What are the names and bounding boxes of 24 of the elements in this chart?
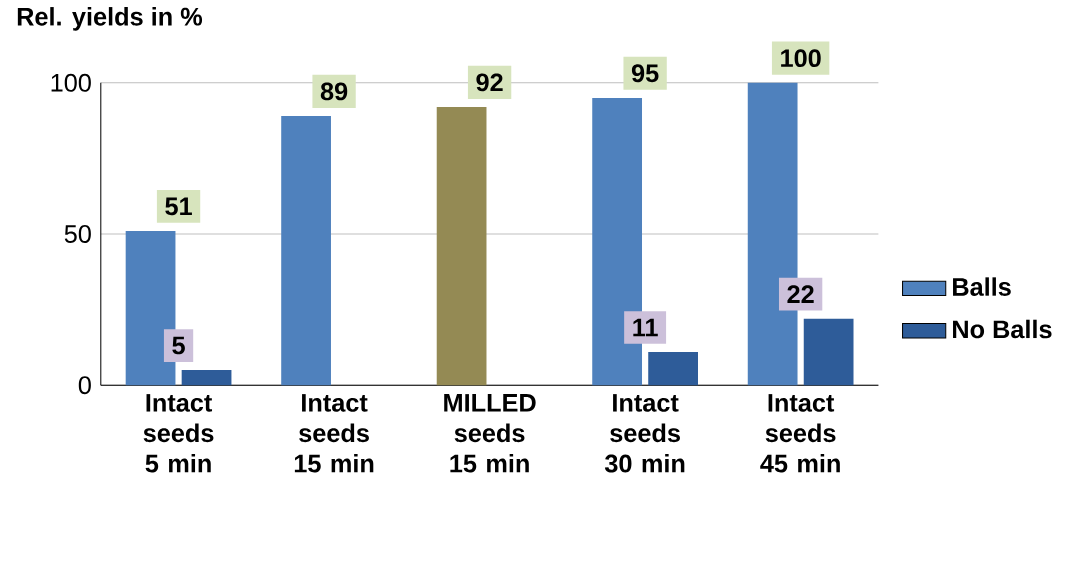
data-label: 22 bbox=[787, 285, 814, 303]
data-label: 51 bbox=[165, 197, 192, 216]
bar bbox=[436, 106, 487, 386]
data-label: 100 bbox=[781, 49, 821, 67]
data-label: 5 bbox=[172, 336, 185, 355]
x-tick-label: Intact seeds 45 min bbox=[760, 394, 840, 473]
legend-label: No Balls bbox=[953, 319, 1052, 339]
x-tick-label: Intact seeds 5 min bbox=[143, 394, 214, 473]
bar bbox=[803, 318, 854, 386]
bar bbox=[648, 351, 698, 386]
x-tick-label: MILLED seeds 15 min bbox=[444, 394, 536, 473]
y-tick-label: 100 bbox=[51, 73, 91, 92]
y-tick-label: 0 bbox=[78, 376, 91, 395]
data-label: 95 bbox=[631, 64, 659, 83]
bar bbox=[181, 369, 232, 386]
legend-label: Balls bbox=[953, 277, 1011, 296]
x-tick-label: Intact seeds 30 min bbox=[604, 394, 685, 473]
x-tick-label: Intact seeds 15 min bbox=[294, 394, 374, 473]
y-axis-title: Rel. yields in % bbox=[17, 6, 203, 31]
data-label: 89 bbox=[320, 82, 348, 101]
y-tick-label: 50 bbox=[64, 224, 91, 243]
data-label: 11 bbox=[633, 318, 658, 337]
data-label: 92 bbox=[476, 73, 503, 92]
bar bbox=[281, 115, 331, 386]
